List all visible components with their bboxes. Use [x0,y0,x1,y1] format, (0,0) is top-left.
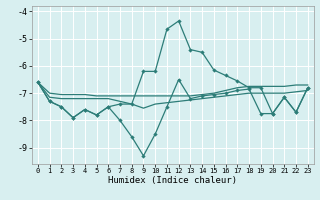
X-axis label: Humidex (Indice chaleur): Humidex (Indice chaleur) [108,176,237,185]
